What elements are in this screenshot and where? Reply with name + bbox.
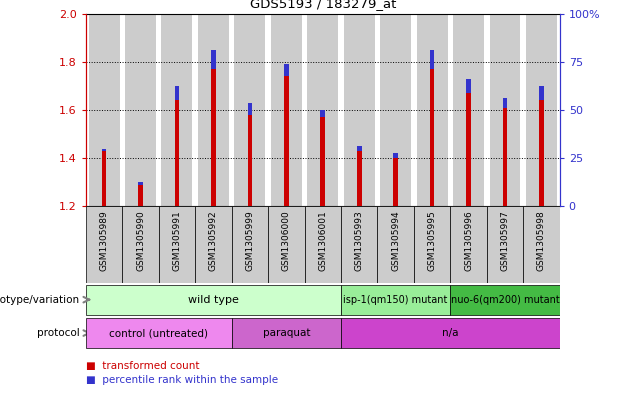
Bar xyxy=(247,103,252,115)
Bar xyxy=(357,146,362,151)
Text: isp-1(qm150) mutant: isp-1(qm150) mutant xyxy=(343,295,448,305)
Bar xyxy=(235,14,265,206)
Text: GSM1305997: GSM1305997 xyxy=(501,210,509,271)
Text: GSM1305995: GSM1305995 xyxy=(427,210,436,271)
Bar xyxy=(414,206,450,283)
Bar xyxy=(341,285,450,315)
Bar xyxy=(138,182,143,206)
Bar xyxy=(321,110,325,117)
Text: ■  percentile rank within the sample: ■ percentile rank within the sample xyxy=(86,375,278,385)
Bar xyxy=(450,206,487,283)
Text: ■  transformed count: ■ transformed count xyxy=(86,361,199,371)
Text: GSM1305998: GSM1305998 xyxy=(537,210,546,271)
Bar xyxy=(198,14,229,206)
Text: wild type: wild type xyxy=(188,295,239,305)
Bar xyxy=(539,86,544,206)
Bar xyxy=(341,206,377,283)
Bar xyxy=(502,98,508,108)
Bar xyxy=(284,64,289,76)
Text: GSM1305993: GSM1305993 xyxy=(355,210,364,271)
Bar xyxy=(502,98,508,206)
Bar xyxy=(380,14,411,206)
Bar xyxy=(195,206,232,283)
Bar xyxy=(526,14,557,206)
Bar xyxy=(86,206,122,283)
Bar xyxy=(341,318,560,348)
Bar xyxy=(357,146,362,206)
Text: paraquat: paraquat xyxy=(263,328,310,338)
Bar xyxy=(159,206,195,283)
Bar xyxy=(122,206,159,283)
Text: GSM1305991: GSM1305991 xyxy=(172,210,181,271)
Bar xyxy=(232,206,268,283)
Text: control (untreated): control (untreated) xyxy=(109,328,208,338)
Bar xyxy=(466,79,471,206)
Bar xyxy=(393,153,398,206)
Bar xyxy=(539,86,544,101)
Bar xyxy=(490,14,520,206)
Text: n/a: n/a xyxy=(442,328,459,338)
Text: GSM1305994: GSM1305994 xyxy=(391,210,400,271)
Text: GSM1305999: GSM1305999 xyxy=(245,210,254,271)
Text: GSM1305992: GSM1305992 xyxy=(209,210,218,271)
Text: GSM1305990: GSM1305990 xyxy=(136,210,145,271)
Text: GSM1305989: GSM1305989 xyxy=(100,210,109,271)
Bar xyxy=(102,149,106,206)
Bar xyxy=(268,206,305,283)
Text: nuo-6(qm200) mutant: nuo-6(qm200) mutant xyxy=(451,295,560,305)
Bar xyxy=(321,110,325,206)
Bar xyxy=(466,79,471,93)
Bar xyxy=(102,149,106,151)
Bar xyxy=(284,64,289,206)
Bar xyxy=(487,206,523,283)
Bar xyxy=(417,14,448,206)
Bar xyxy=(430,50,434,206)
Bar xyxy=(377,206,414,283)
Bar xyxy=(450,285,560,315)
Text: genotype/variation: genotype/variation xyxy=(0,295,80,305)
Text: GSM1306000: GSM1306000 xyxy=(282,210,291,271)
Bar xyxy=(86,285,341,315)
Bar xyxy=(211,50,216,206)
Bar xyxy=(305,206,341,283)
Bar xyxy=(138,182,143,185)
Bar xyxy=(175,86,179,206)
Text: GSM1306001: GSM1306001 xyxy=(318,210,328,271)
Bar xyxy=(247,103,252,206)
Bar xyxy=(211,50,216,69)
Bar xyxy=(271,14,302,206)
Bar xyxy=(393,153,398,158)
Bar xyxy=(162,14,193,206)
Bar xyxy=(343,14,375,206)
Bar xyxy=(86,318,232,348)
Bar xyxy=(453,14,484,206)
Bar xyxy=(125,14,156,206)
Bar xyxy=(307,14,338,206)
Bar xyxy=(88,14,120,206)
Title: GDS5193 / 183279_at: GDS5193 / 183279_at xyxy=(249,0,396,10)
Bar xyxy=(175,86,179,101)
Text: GSM1305996: GSM1305996 xyxy=(464,210,473,271)
Bar xyxy=(232,318,341,348)
Bar xyxy=(523,206,560,283)
Text: protocol: protocol xyxy=(37,328,80,338)
Bar xyxy=(430,50,434,69)
